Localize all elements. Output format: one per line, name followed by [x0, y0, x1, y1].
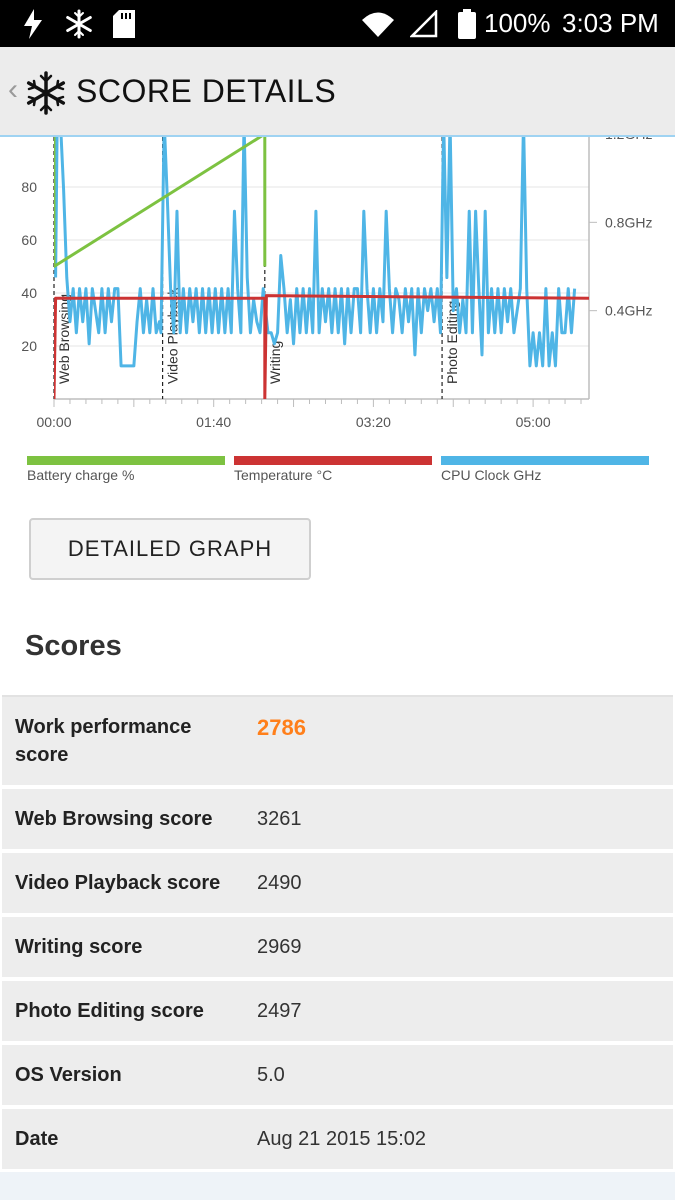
y-right-tick-label: 1.2GHz	[605, 137, 652, 142]
score-row: Work performance score 2786	[2, 697, 673, 789]
snowflake-icon	[64, 0, 94, 47]
page-title: SCORE DETAILS	[76, 73, 337, 109]
flash-icon	[22, 0, 44, 47]
score-label: Date	[15, 1128, 59, 1150]
scores-table: Work performance score 2786 Web Browsing s…	[2, 695, 673, 1173]
score-value: 2490	[257, 872, 302, 894]
score-value: 2969	[257, 936, 302, 958]
wifi-icon	[362, 0, 394, 47]
battery-percent: 100%	[484, 8, 551, 38]
battery-series-line	[54, 137, 267, 268]
cell-signal-icon	[410, 0, 438, 47]
score-row: Writing score 2969	[2, 917, 673, 981]
status-bar: 100% 3:03 PM	[0, 0, 675, 47]
score-value: 3261	[257, 808, 302, 830]
y-left-tick-label: 80	[21, 179, 37, 195]
bottom-strip	[0, 1172, 675, 1200]
section-label: Writing	[267, 341, 283, 384]
score-row: Video Playback score 2490	[2, 853, 673, 917]
chart-grid	[54, 137, 590, 400]
score-label: OS Version	[15, 1064, 122, 1086]
section-label: Photo Editing	[444, 301, 460, 384]
status-time: 3:03 PM	[562, 8, 659, 38]
detailed-graph-button[interactable]: DETAILED GRAPH	[29, 518, 311, 580]
scores-title: Scores	[25, 630, 122, 662]
score-row: Date Aug 21 2015 15:02	[2, 1109, 673, 1173]
x-tick-label: 01:40	[196, 414, 231, 430]
back-button[interactable]: ‹	[8, 73, 18, 106]
cpu-clock-series-line	[54, 137, 577, 368]
y-right-tick-label: 0.4GHz	[605, 303, 652, 319]
battery-icon	[458, 0, 476, 47]
x-tick-label: 03:20	[356, 414, 391, 430]
score-value: Aug 21 2015 15:02	[257, 1128, 427, 1150]
legend-cpu-label: CPU Clock GHz	[441, 467, 542, 483]
section-label: Video Playback	[165, 287, 181, 384]
content-area: 20 40 60 80 0.4GHz 0.8GHz 1.2GHz 00:00 01:40 03…	[0, 137, 675, 1200]
chart-series	[54, 137, 589, 399]
y-axis-right: 0.4GHz 0.8GHz 1.2GHz	[589, 137, 652, 319]
score-label: Web Browsing score	[15, 808, 213, 830]
y-axis-left: 20 40 60 80	[21, 179, 37, 354]
score-label: Video Playback score	[15, 872, 221, 894]
x-axis: 00:00 01:40 03:20 05:00	[36, 399, 582, 430]
x-tick-label: 00:00	[36, 414, 71, 430]
score-label: Writing score	[15, 936, 143, 958]
y-left-tick-label: 40	[21, 285, 37, 301]
legend-cpu-swatch	[441, 456, 649, 465]
score-label: Work performance score	[15, 716, 192, 766]
temperature-series-line	[54, 294, 589, 399]
legend-temperature-label: Temperature °C	[234, 467, 333, 483]
y-right-tick-label: 0.8GHz	[605, 214, 652, 230]
plot-background	[54, 137, 589, 399]
score-row: Web Browsing score 3261	[2, 789, 673, 853]
x-tick-label: 05:00	[516, 414, 551, 430]
legend-battery-swatch	[27, 456, 225, 465]
score-row: OS Version 5.0	[2, 1045, 673, 1109]
legend-battery-label: Battery charge %	[27, 467, 135, 483]
score-row: Photo Editing score 2497	[2, 981, 673, 1045]
y-left-tick-label: 20	[21, 338, 37, 354]
app-bar: ‹ SCORE DETAILS	[0, 47, 675, 137]
performance-chart: 20 40 60 80 0.4GHz 0.8GHz 1.2GHz 00:00 01:40 03…	[21, 137, 652, 430]
score-value: 5.0	[257, 1064, 285, 1086]
y-left-tick-label: 60	[21, 232, 37, 248]
legend-temperature-swatch	[234, 456, 432, 465]
section-label: Web Browsing	[56, 294, 72, 384]
score-label: Photo Editing score	[15, 1000, 204, 1022]
score-value: 2497	[257, 1000, 302, 1022]
snowflake-logo-icon[interactable]	[24, 71, 68, 120]
sd-card-icon	[113, 0, 135, 47]
work-performance-value: 2786	[257, 715, 306, 740]
